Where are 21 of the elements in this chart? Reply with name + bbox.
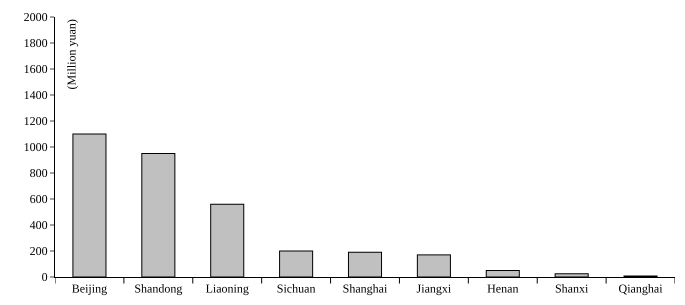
x-tick-label: Shandong <box>134 281 182 296</box>
y-tick-label: 600 <box>30 192 48 206</box>
x-tick-label: Shanghai <box>342 281 388 296</box>
y-tick-label: 0 <box>42 270 48 284</box>
x-tick-label: Shanxi <box>555 281 589 296</box>
x-tick-label: Sichuan <box>276 281 316 296</box>
x-tick-label: Henan <box>487 281 518 296</box>
y-tick-label: 1000 <box>24 140 48 154</box>
y-tick-label: 1600 <box>24 62 48 76</box>
x-tick-label: Qianghai <box>618 281 664 296</box>
y-tick-label: 200 <box>30 244 48 258</box>
y-tick-label: 1400 <box>24 88 48 102</box>
y-tick-label: 400 <box>30 218 48 232</box>
x-tick-label: Liaoning <box>206 281 249 296</box>
y-axis-title: (Million yuan) <box>64 19 78 90</box>
y-tick-label: 1200 <box>24 114 48 128</box>
y-tick-label: 1800 <box>24 36 48 50</box>
x-tick-label: Beijing <box>72 281 108 296</box>
y-tick-label: 2000 <box>24 10 48 24</box>
y-tick-label: 800 <box>30 166 48 180</box>
x-tick-label: Jiangxi <box>416 281 452 296</box>
